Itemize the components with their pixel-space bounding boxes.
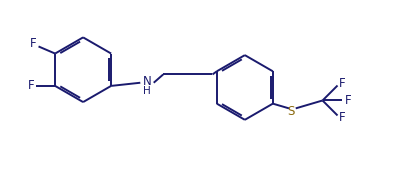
Text: F: F [339,77,346,90]
Text: F: F [28,79,34,92]
Text: H: H [143,86,151,96]
Text: F: F [344,94,351,107]
Text: F: F [339,111,346,124]
Text: S: S [287,105,295,118]
Text: F: F [30,37,37,50]
Text: N: N [143,75,151,88]
